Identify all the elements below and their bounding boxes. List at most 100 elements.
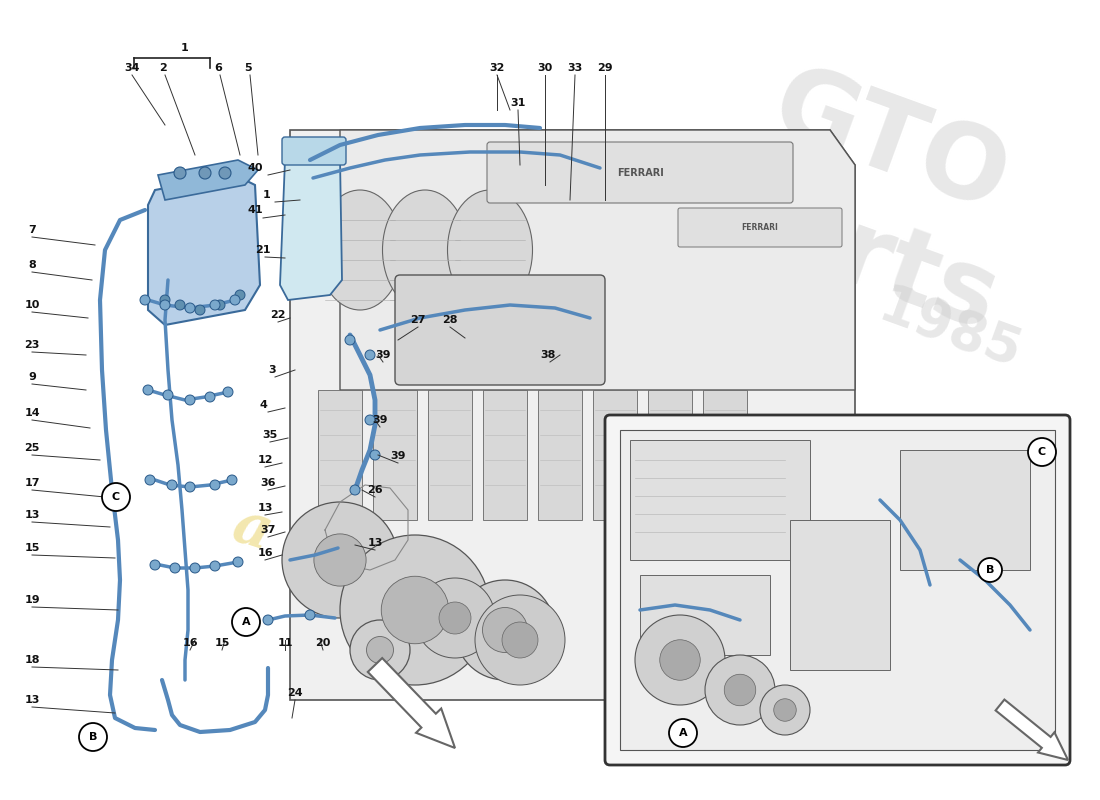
Bar [703,390,747,520]
FancyArrow shape [996,699,1068,760]
Text: B: B [986,565,994,575]
Circle shape [340,535,490,685]
Polygon shape [290,130,855,700]
Text: 3: 3 [268,365,276,375]
Circle shape [366,637,394,663]
Text: 27: 27 [410,315,426,325]
Circle shape [345,335,355,345]
Circle shape [350,485,360,495]
Circle shape [150,560,160,570]
Circle shape [705,655,776,725]
Text: 2: 2 [160,63,167,73]
Circle shape [167,480,177,490]
Bar [318,390,362,520]
Text: 29: 29 [597,63,613,73]
Circle shape [660,640,701,680]
Circle shape [724,674,756,706]
Circle shape [350,620,410,680]
Bar [648,390,692,520]
Circle shape [669,719,697,747]
Circle shape [163,390,173,400]
Text: 4: 4 [260,400,268,410]
Text: 34: 34 [124,63,140,73]
Circle shape [773,698,796,722]
FancyBboxPatch shape [487,142,793,203]
Bar [630,440,810,560]
Circle shape [475,595,565,685]
Circle shape [175,300,185,310]
Circle shape [160,300,170,310]
Polygon shape [148,175,260,325]
Circle shape [370,450,379,460]
Circle shape [199,167,211,179]
Ellipse shape [318,190,403,310]
Text: FERRARI: FERRARI [741,223,779,233]
Circle shape [170,563,180,573]
Circle shape [1028,438,1056,466]
Text: 33: 33 [568,63,583,73]
Circle shape [502,622,538,658]
Text: 41: 41 [248,205,264,215]
FancyArrow shape [367,658,455,748]
Text: 37: 37 [260,525,275,535]
Text: 13: 13 [258,503,274,513]
Text: 16: 16 [183,638,198,648]
Circle shape [305,610,315,620]
Text: 35: 35 [262,430,277,440]
Bar [620,430,1055,750]
Circle shape [230,295,240,305]
Circle shape [185,303,195,313]
Circle shape [223,387,233,397]
Circle shape [263,615,273,625]
Text: 1: 1 [263,190,271,200]
Text: 9: 9 [29,372,36,382]
Bar [900,450,1030,570]
Text: 7: 7 [29,225,36,235]
Circle shape [635,615,725,705]
Text: 39: 39 [372,415,387,425]
Bar [538,390,582,520]
Circle shape [140,295,150,305]
Circle shape [145,475,155,485]
Text: 31: 31 [510,98,526,108]
Text: 11: 11 [277,638,293,648]
Text: 16: 16 [258,548,274,558]
Text: 22: 22 [270,310,286,320]
Text: B: B [89,732,97,742]
Text: a passion: a passion [226,496,535,644]
Bar [483,390,527,520]
Text: 14: 14 [24,408,40,418]
Text: 17: 17 [24,478,40,488]
Text: 1: 1 [182,43,189,53]
Circle shape [210,300,220,310]
Polygon shape [158,160,258,200]
Text: 39: 39 [390,451,406,461]
Text: C: C [1038,447,1046,457]
Circle shape [455,580,556,680]
Ellipse shape [383,190,468,310]
FancyBboxPatch shape [395,275,605,385]
Circle shape [190,563,200,573]
Text: FERRARI: FERRARI [617,168,663,178]
FancyBboxPatch shape [282,137,346,165]
Text: 18: 18 [24,655,40,665]
Circle shape [235,290,245,300]
Circle shape [79,723,107,751]
Circle shape [219,167,231,179]
Text: 10: 10 [24,300,40,310]
Circle shape [185,482,195,492]
Circle shape [415,578,495,658]
Text: C: C [112,492,120,502]
Text: 13: 13 [24,510,40,520]
Ellipse shape [448,190,532,310]
Text: 5: 5 [244,63,252,73]
Text: 6: 6 [214,63,222,73]
Text: 19: 19 [24,595,40,605]
Bar [373,390,417,520]
Circle shape [214,300,225,310]
Text: 23: 23 [24,340,40,350]
Circle shape [185,395,195,405]
Circle shape [282,502,398,618]
FancyBboxPatch shape [605,415,1070,765]
Text: 38: 38 [540,350,556,360]
